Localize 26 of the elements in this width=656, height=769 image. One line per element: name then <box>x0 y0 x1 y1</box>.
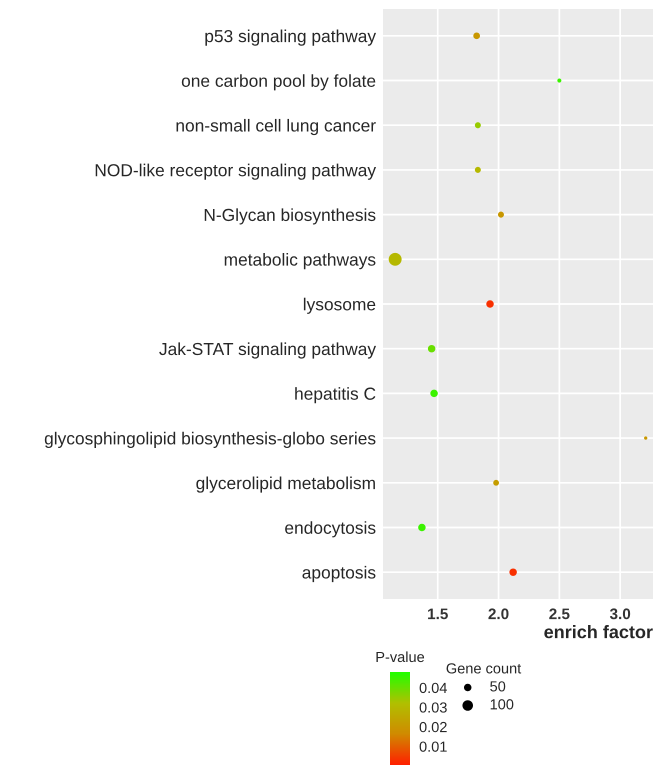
y-tick-label: Jak-STAT signaling pathway <box>159 342 376 359</box>
legend-label: 50 <box>490 681 506 692</box>
y-tick-label: N-Glycan biosynthesis <box>204 208 376 224</box>
y-tick-label: p53 signaling pathway <box>205 30 376 46</box>
legend-title: Gene count <box>446 663 522 674</box>
x-tick-label: 2.5 <box>549 608 570 620</box>
color-bar-label: 0.02 <box>420 722 447 732</box>
color-bar-label: 0.01 <box>420 742 447 752</box>
y-tick-label: apoptosis <box>302 566 376 582</box>
x-axis-title: enrich factor <box>544 625 653 638</box>
x-tick-label: 3.0 <box>610 608 630 620</box>
y-tick-label: lysosome <box>304 298 376 314</box>
y-tick-label: metabolic pathways <box>224 253 376 270</box>
y-tick-label: one carbon pool by folate <box>182 74 376 90</box>
y-tick-label: glycerolipid metabolism <box>196 476 375 493</box>
y-tick-label: hepatitis C <box>295 387 376 404</box>
color-bar-title: P-value <box>376 651 424 662</box>
color-bar-label: 0.03 <box>420 702 447 713</box>
legend-label: 100 <box>490 699 514 710</box>
y-tick-label: glycosphingolipid biosynthesis-globo series <box>44 432 376 448</box>
y-tick-label: non-small cell lung cancer <box>176 118 376 136</box>
y-tick-label: endocytosis <box>285 521 376 538</box>
x-tick-label: 2.0 <box>488 608 509 620</box>
color-bar-label: 0.04 <box>420 682 447 694</box>
x-tick-label: 1.5 <box>428 608 448 620</box>
y-tick-label: NOD-like receptor signaling pathway <box>96 164 376 180</box>
